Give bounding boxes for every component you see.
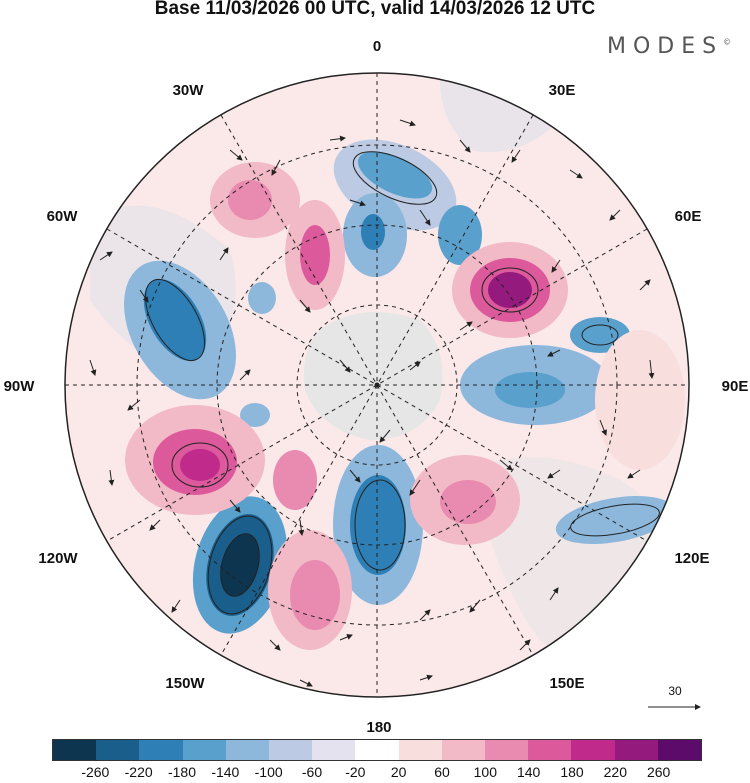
low-small-w [248, 282, 276, 314]
lon-label-60w: 60W [47, 208, 79, 225]
high-nnw-core [228, 180, 272, 220]
map-border [64, 72, 690, 698]
low-northcentral-core [361, 214, 385, 250]
land-greenland [304, 312, 443, 440]
high-sse-core [440, 480, 496, 524]
colorbar-swatch [657, 740, 702, 760]
colorbar-tick-label: -220 [124, 764, 153, 780]
lon-label-90e: 90E [722, 378, 749, 395]
colorbar-swatch [528, 740, 572, 760]
colorbar-swatch [614, 740, 658, 760]
low-se [555, 495, 675, 545]
colorbar-swatch [269, 740, 313, 760]
high-south-core [290, 560, 340, 630]
colorbar-swatch [398, 740, 442, 760]
colorbar-tick-label: -180 [167, 764, 197, 780]
colorbar-tick-label: 100 [473, 764, 498, 780]
north-pole-dot [374, 382, 380, 388]
logo-mark: © [723, 37, 732, 47]
colorbar-tick-label: 140 [516, 764, 541, 780]
colorbar-swatch [182, 740, 226, 760]
lon-label-150e: 150E [549, 675, 584, 692]
colorbar-swatch [139, 740, 183, 760]
colorbar-tick-label: -260 [81, 764, 110, 780]
colorbar-swatch [225, 740, 270, 760]
colorbar [52, 739, 702, 761]
high-sse2 [273, 450, 317, 510]
colorbar-tick-label: 20 [390, 764, 407, 780]
high-west-core [180, 449, 220, 481]
lon-label-60e: 60E [675, 208, 702, 225]
colorbar-swatch [312, 740, 356, 760]
colorbar-tick-label: -60 [301, 764, 323, 780]
lon-label-150w: 150W [165, 675, 205, 692]
colorbar-tick-label: -140 [211, 764, 240, 780]
field-layer [65, 73, 689, 697]
colorbar-swatch [53, 740, 97, 760]
colorbar-tick-label: 220 [603, 764, 628, 780]
low-north-core [357, 151, 433, 199]
map-title: Base 11/03/2026 00 UTC, valid 14/03/2026… [154, 0, 596, 19]
colorbar-swatch [355, 740, 399, 760]
low-small-sw [240, 403, 270, 427]
low-west-core [143, 279, 207, 361]
colorbar-swatch [485, 740, 529, 760]
low-east-core [495, 372, 565, 408]
high-ne-core [488, 272, 532, 308]
lon-label-120e: 120E [674, 550, 709, 567]
low-nne [438, 205, 482, 265]
high-nw-core [300, 225, 330, 285]
lon-label-120w: 120W [38, 550, 78, 567]
high-east [595, 330, 685, 470]
lon-label-30w: 30W [173, 82, 205, 99]
reference-vector-label: 30 [668, 684, 682, 698]
modes-logo: MODES© [607, 34, 731, 59]
land-europe [440, 80, 560, 152]
colorbar-swatch [96, 740, 140, 760]
polar-map: 0 30W 30E 60W 60E 90W 90E 120W 120E 150W… [4, 38, 749, 735]
colorbar-swatch [571, 740, 615, 760]
colorbar-tick-label: 60 [434, 764, 450, 780]
lon-label-90w: 90W [4, 378, 36, 395]
low-sw-core [220, 533, 260, 597]
colorbar-labels: -260 -220 -180 -140 -100 -60 -20 20 60 100 140 180 2… [52, 764, 702, 782]
colorbar-tick-label: 260 [646, 764, 671, 780]
lon-label-180: 180 [366, 719, 391, 735]
colorbar-tick-label: -20 [345, 764, 366, 780]
logo-text: MODES [607, 34, 724, 59]
lon-label-30e: 30E [549, 82, 576, 99]
colorbar-tick-label: -100 [254, 764, 283, 780]
lon-label-0: 0 [373, 38, 381, 55]
low-south-core [350, 475, 406, 575]
colorbar-swatch [441, 740, 486, 760]
colorbar-tick-label: 180 [560, 764, 584, 780]
